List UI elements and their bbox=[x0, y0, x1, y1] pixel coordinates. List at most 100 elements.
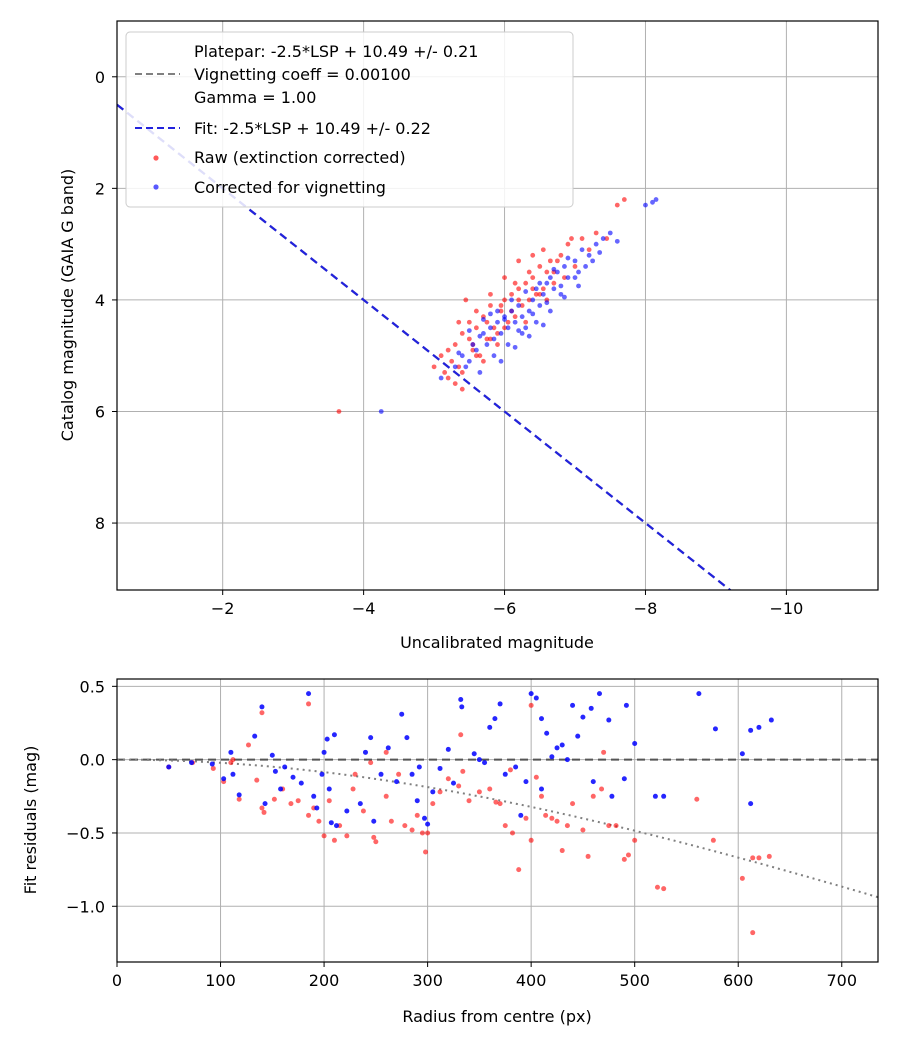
bottom-raw-point bbox=[564, 823, 570, 829]
bottom-corrected-point bbox=[262, 801, 268, 807]
top-fit-lines bbox=[117, 103, 732, 590]
bottom-grid bbox=[116, 679, 878, 962]
top-corrected-point bbox=[466, 328, 472, 334]
top-corrected-point bbox=[576, 283, 581, 289]
bottom-corrected-point bbox=[166, 764, 172, 770]
bottom-raw-point bbox=[254, 777, 260, 783]
top-raw-point bbox=[481, 358, 486, 364]
top-corrected-point bbox=[530, 311, 536, 317]
top-raw-point bbox=[452, 381, 458, 386]
top-chart: −2 −4 −6 −8 −10 0 2 4 6 8 Platepar: -2.5*LSP + 10… bbox=[58, 20, 879, 652]
top-raw-point bbox=[431, 364, 437, 370]
top-corrected-point bbox=[554, 269, 560, 275]
top-corrected-point bbox=[540, 291, 546, 297]
bottom-y-tick-label: 0.5 bbox=[80, 677, 105, 696]
bottom-x-tick-label: 0 bbox=[112, 971, 122, 990]
top-corrected-point bbox=[481, 330, 486, 336]
bottom-raw-point bbox=[507, 767, 513, 773]
top-corrected-point bbox=[509, 308, 514, 314]
bottom-raw-point bbox=[654, 884, 660, 890]
bottom-y-tick-label: −1.0 bbox=[66, 897, 105, 916]
bottom-x-tick-label: 500 bbox=[619, 971, 650, 990]
bottom-x-axis-title: Radius from centre (px) bbox=[402, 1007, 591, 1026]
bottom-raw-point bbox=[259, 710, 265, 716]
top-raw-point bbox=[484, 319, 490, 325]
legend-corrected-label: Corrected for vignetting bbox=[194, 178, 386, 197]
top-corrected-point bbox=[544, 280, 550, 286]
bottom-raw-point bbox=[606, 823, 612, 829]
top-y-tick-label: 6 bbox=[95, 402, 105, 421]
bottom-corrected-point bbox=[378, 771, 384, 777]
bottom-corrected-point bbox=[230, 771, 236, 777]
bottom-corrected-point bbox=[539, 786, 545, 792]
top-plot-frame bbox=[116, 20, 879, 591]
top-corrected-point bbox=[650, 199, 655, 205]
bottom-raw-point bbox=[230, 757, 236, 763]
bottom-raw-point bbox=[601, 749, 607, 755]
bottom-raw-point bbox=[396, 771, 402, 777]
bottom-corrected-point bbox=[311, 793, 317, 799]
bottom-raw-point bbox=[321, 833, 327, 839]
top-y-tick-label: 8 bbox=[95, 514, 105, 533]
top-corrected-point bbox=[579, 247, 585, 253]
bottom-corrected-point bbox=[459, 704, 465, 710]
top-corrected-point bbox=[544, 300, 550, 306]
top-corrected-point bbox=[495, 308, 500, 314]
top-raw-point bbox=[456, 364, 462, 370]
bottom-raw-point bbox=[331, 837, 337, 843]
bottom-corrected-point bbox=[497, 701, 503, 707]
bottom-raw-point bbox=[559, 848, 565, 854]
top-raw-point bbox=[551, 280, 557, 286]
top-corrected-point bbox=[378, 409, 384, 414]
bottom-raw-point bbox=[510, 830, 516, 836]
bottom-raw-point bbox=[326, 798, 332, 804]
bottom-raw-point bbox=[585, 853, 591, 859]
top-corrected-point bbox=[491, 336, 497, 342]
bottom-corrected-point bbox=[652, 793, 658, 799]
bottom-corrected-point bbox=[409, 771, 415, 777]
bottom-raw-point bbox=[236, 796, 242, 802]
bottom-raw-point bbox=[493, 799, 499, 805]
top-raw-series bbox=[336, 197, 627, 414]
bottom-raw-point bbox=[458, 732, 464, 738]
top-corrected-point bbox=[516, 303, 522, 308]
bottom-raw-point bbox=[271, 796, 277, 802]
top-corrected-point bbox=[614, 238, 620, 244]
bottom-raw-point bbox=[502, 823, 508, 829]
bottom-corrected-point bbox=[712, 726, 718, 732]
top-corrected-point bbox=[562, 264, 567, 269]
top-corrected-point bbox=[572, 258, 578, 264]
bottom-raw-point bbox=[295, 798, 301, 804]
top-corrected-point bbox=[653, 197, 659, 202]
bottom-raw-point bbox=[466, 798, 472, 804]
top-corrected-point bbox=[498, 358, 504, 364]
legend: Platepar: -2.5*LSP + 10.49 +/- 0.21 Vign… bbox=[125, 31, 574, 208]
bottom-corrected-point bbox=[326, 786, 332, 792]
top-x-tick-label: −2 bbox=[211, 599, 235, 618]
bottom-corrected-point bbox=[331, 732, 337, 738]
bottom-corrected-point bbox=[368, 735, 374, 741]
bottom-corrected-point bbox=[768, 717, 774, 723]
top-corrected-point bbox=[547, 275, 553, 281]
bottom-corrected-point bbox=[580, 714, 586, 720]
top-raw-point bbox=[516, 297, 522, 303]
top-raw-point bbox=[445, 347, 451, 353]
bottom-raw-point bbox=[766, 853, 772, 859]
bottom-raw-point bbox=[288, 801, 294, 807]
top-raw-point bbox=[466, 319, 472, 325]
top-corrected-point bbox=[597, 250, 603, 255]
bottom-corrected-point bbox=[314, 805, 320, 811]
bottom-raw-point bbox=[383, 749, 389, 755]
top-corrected-point bbox=[526, 308, 532, 314]
top-raw-point bbox=[558, 252, 564, 258]
bottom-raw-point bbox=[306, 812, 312, 818]
top-raw-point bbox=[519, 303, 525, 308]
top-corrected-point bbox=[547, 308, 553, 314]
top-y-tick-label: 0 bbox=[95, 68, 105, 87]
bottom-x-tick-label: 300 bbox=[412, 971, 443, 990]
top-raw-point bbox=[442, 370, 448, 375]
bottom-corrected-point bbox=[189, 760, 195, 766]
bottom-corrected-point bbox=[756, 724, 762, 730]
top-corrected-point bbox=[576, 269, 581, 275]
top-raw-point bbox=[579, 236, 585, 241]
